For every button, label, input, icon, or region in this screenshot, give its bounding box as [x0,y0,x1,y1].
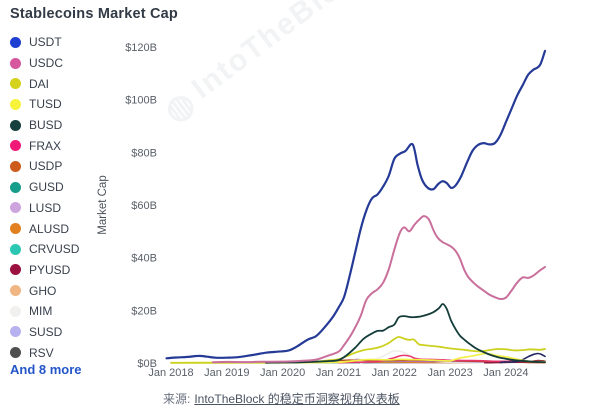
legend-item-usdt[interactable]: USDT [10,32,130,53]
legend-dot [10,347,21,359]
legend-item-rsv[interactable]: RSV [10,342,130,363]
legend-dot [10,264,21,276]
legend-dot [10,160,21,172]
series-usdc [211,215,546,364]
x-tick-label: Jan 2022 [372,367,417,379]
legend-dot [10,119,21,131]
legend-dot [10,57,21,69]
page-title: Stablecoins Market Cap [10,6,178,22]
legend-label: DAI [29,76,50,91]
legend-label: FRAX [29,138,62,153]
legend-dot [10,181,21,193]
y-tick-label: $0B [137,358,157,370]
legend-label: PYUSD [29,262,71,277]
legend-dot [10,140,21,152]
legend-dot [10,36,21,48]
x-tick-label: Jan 2023 [427,367,472,379]
legend-item-gho[interactable]: GHO [10,280,130,301]
legend-dot [10,285,21,297]
legend-label: USDT [29,35,62,50]
legend-item-mim[interactable]: MIM [10,301,130,322]
legend-dot [10,223,21,235]
legend-item-frax[interactable]: FRAX [10,135,130,156]
legend-item-busd[interactable]: BUSD [10,115,130,136]
series-busd [265,303,546,364]
legend-label: MIM [29,304,53,319]
legend-label: GHO [29,283,57,298]
legend-item-usdp[interactable]: USDP [10,156,130,177]
x-tick-label: Jan 2024 [483,367,528,379]
legend-item-usdc[interactable]: USDC [10,53,130,74]
legend-item-crvusd[interactable]: CRVUSD [10,239,130,260]
legend-label: RSV [29,345,54,360]
legend-item-gusd[interactable]: GUSD [10,177,130,198]
legend-dot [10,98,21,110]
legend-dot [10,243,21,255]
y-tick-label: $20B [131,305,157,317]
legend-item-lusd[interactable]: LUSD [10,198,130,219]
legend-dot [10,326,21,338]
y-tick-label: $120B [125,42,157,54]
legend-label: CRVUSD [29,242,80,257]
legend-label: USDP [29,159,63,174]
y-tick-label: $40B [131,253,157,265]
legend-dot [10,305,21,317]
legend-label: USDC [29,56,64,71]
source-link[interactable]: IntoTheBlock 的稳定币洞察视角仪表板 [194,392,400,406]
legend-label: ALUSD [29,221,70,236]
source-prefix: 来源: [163,392,191,406]
legend: USDT USDC DAI TUSD BUSD FRAX USDP GUSD LUSD ALUSD… [10,32,130,363]
legend-item-susd[interactable]: SUSD [10,322,130,343]
legend-label: LUSD [29,200,62,215]
y-tick-label: $80B [131,147,157,159]
series-other-and-8-more [499,352,546,364]
x-tick-label: Jan 2020 [260,367,305,379]
legend-label: GUSD [29,180,64,195]
legend-dot [10,202,21,214]
legend-more-link[interactable]: And 8 more [10,362,82,377]
legend-item-pyusd[interactable]: PYUSD [10,260,130,281]
source-line: 来源: IntoTheBlock 的稳定币洞察视角仪表板 [163,390,400,407]
x-tick-label: Jan 2018 [148,367,193,379]
y-tick-label: $100B [125,95,157,107]
series-usdt [165,49,547,360]
legend-label: TUSD [29,97,62,112]
legend-label: BUSD [29,118,63,133]
legend-item-dai[interactable]: DAI [10,73,130,94]
y-tick-label: $60B [131,200,157,212]
x-tick-label: Jan 2019 [204,367,249,379]
legend-item-alusd[interactable]: ALUSD [10,218,130,239]
y-axis-title: Market Cap [97,175,109,234]
x-tick-label: Jan 2021 [316,367,361,379]
legend-dot [10,78,21,90]
legend-label: SUSD [29,324,63,339]
legend-item-tusd[interactable]: TUSD [10,94,130,115]
